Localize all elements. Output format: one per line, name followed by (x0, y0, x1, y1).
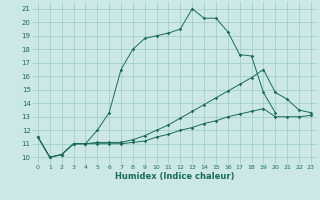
X-axis label: Humidex (Indice chaleur): Humidex (Indice chaleur) (115, 172, 234, 181)
